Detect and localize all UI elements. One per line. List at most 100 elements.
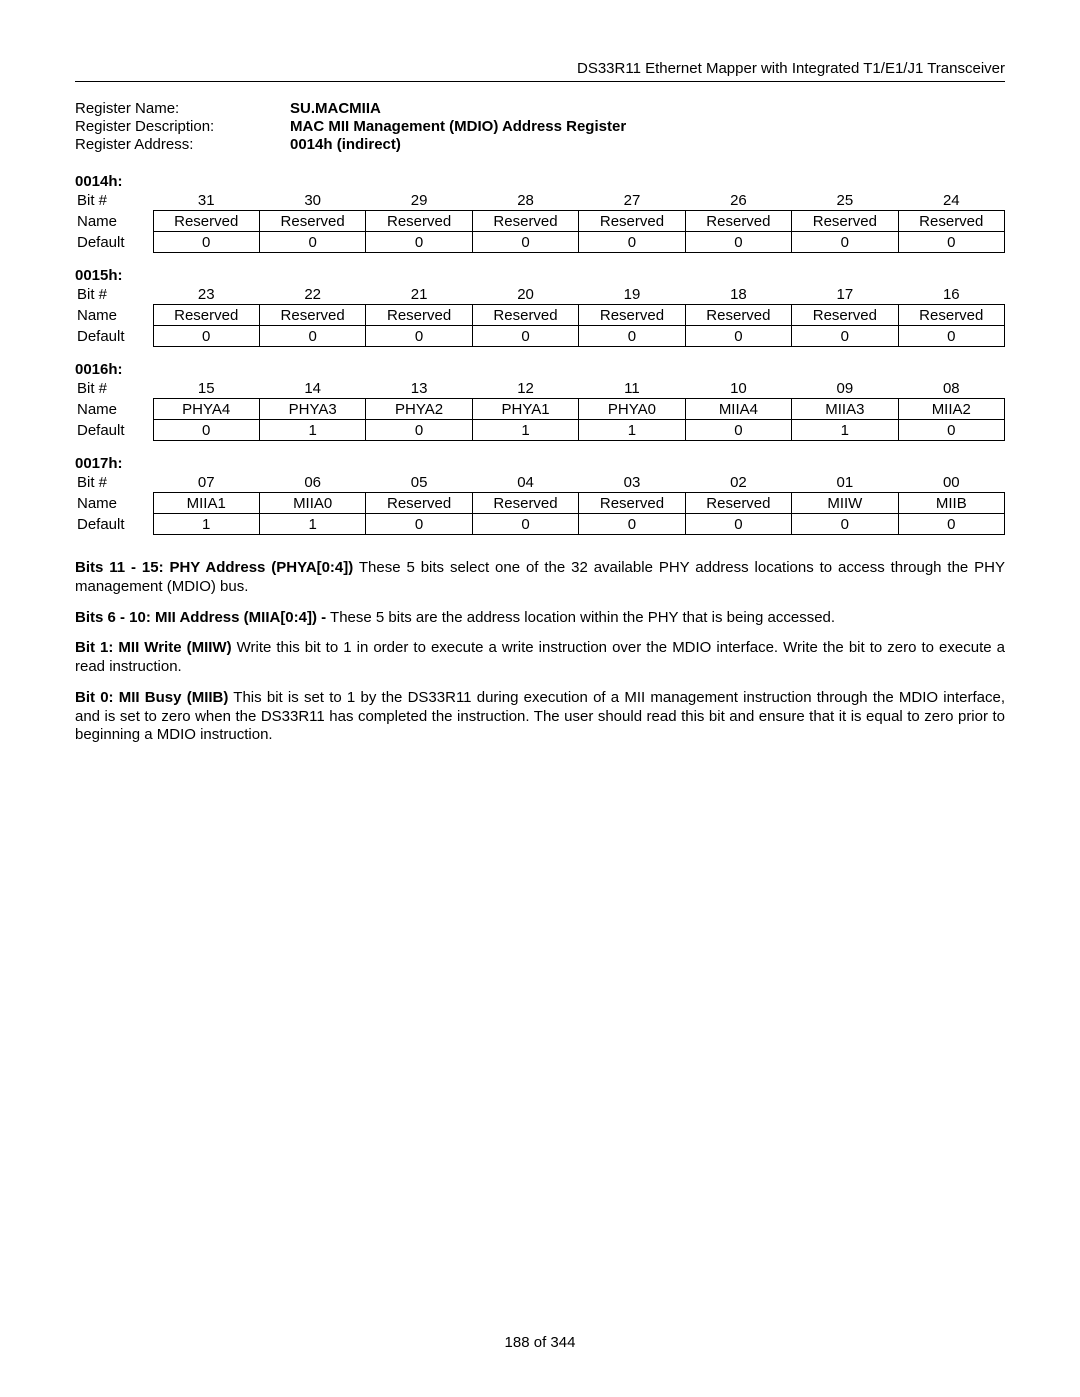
bit-number-cell: 15 [153,378,259,399]
bit-default-cell: 1 [153,514,259,535]
bit-default-cell: 0 [153,420,259,441]
table-row-label: Name [75,211,153,232]
bit-description-paragraph: Bits 11 - 15: PHY Address (PHYA[0:4]) Th… [75,559,1005,597]
bit-table: Bit #2322212019181716NameReservedReserve… [75,284,1005,347]
bit-name-cell: Reserved [259,305,365,326]
bit-tables-container: 0014h:Bit #3130292827262524NameReservedR… [75,173,1005,535]
bit-name-cell: Reserved [366,211,472,232]
page-number: 188 of 344 [0,1334,1080,1351]
bit-description-paragraph: Bit 1: MII Write (MIIW) Write this bit t… [75,639,1005,677]
bit-number-cell: 03 [579,472,685,493]
bit-number-cell: 19 [579,284,685,305]
bit-name-cell: Reserved [579,211,685,232]
byte-address-label: 0014h: [75,173,1005,190]
byte-block: 0014h:Bit #3130292827262524NameReservedR… [75,173,1005,253]
table-row-label: Default [75,232,153,253]
bit-default-cell: 0 [898,420,1004,441]
bit-name-cell: Reserved [685,305,791,326]
bit-description-paragraph: Bits 6 - 10: MII Address (MIIA[0:4]) - T… [75,609,1005,628]
byte-block: 0017h:Bit #0706050403020100NameMIIA1MIIA… [75,455,1005,535]
bit-number-cell: 12 [472,378,578,399]
table-row-label: Default [75,326,153,347]
bit-name-cell: Reserved [685,211,791,232]
bit-name-cell: PHYA1 [472,399,578,420]
bit-default-cell: 1 [472,420,578,441]
byte-address-label: 0016h: [75,361,1005,378]
bit-number-cell: 31 [153,190,259,211]
bit-name-cell: PHYA0 [579,399,685,420]
register-desc-label: Register Description: [75,118,290,135]
bit-name-cell: MIIW [792,493,898,514]
bit-number-cell: 17 [792,284,898,305]
bit-name-cell: MIIB [898,493,1004,514]
table-row-label: Default [75,514,153,535]
bit-name-cell: Reserved [792,305,898,326]
bit-default-cell: 0 [366,326,472,347]
bit-default-cell: 0 [685,232,791,253]
bit-name-cell: Reserved [898,211,1004,232]
bit-number-cell: 24 [898,190,1004,211]
bit-name-cell: Reserved [898,305,1004,326]
bit-name-cell: MIIA3 [792,399,898,420]
table-row-label: Bit # [75,378,153,399]
bit-default-cell: 1 [259,514,365,535]
bit-description-paragraph: Bit 0: MII Busy (MIIB) This bit is set t… [75,689,1005,745]
bit-number-cell: 25 [792,190,898,211]
bit-name-cell: MIIA2 [898,399,1004,420]
bit-number-cell: 01 [792,472,898,493]
bit-default-cell: 1 [259,420,365,441]
description-lead: Bits 6 - 10: MII Address (MIIA[0:4]) - [75,609,326,626]
byte-block: 0015h:Bit #2322212019181716NameReservedR… [75,267,1005,347]
bit-name-cell: Reserved [579,305,685,326]
bit-default-cell: 0 [579,326,685,347]
bit-default-cell: 0 [259,326,365,347]
bit-default-cell: 1 [579,420,685,441]
table-row-label: Default [75,420,153,441]
bit-name-cell: Reserved [153,305,259,326]
bit-name-cell: Reserved [366,305,472,326]
bit-number-cell: 21 [366,284,472,305]
bit-descriptions: Bits 11 - 15: PHY Address (PHYA[0:4]) Th… [75,559,1005,745]
bit-number-cell: 10 [685,378,791,399]
bit-table: Bit #0706050403020100NameMIIA1MIIA0Reser… [75,472,1005,535]
bit-default-cell: 0 [472,514,578,535]
bit-number-cell: 16 [898,284,1004,305]
bit-name-cell: Reserved [579,493,685,514]
bit-default-cell: 0 [472,232,578,253]
bit-name-cell: Reserved [685,493,791,514]
bit-name-cell: MIIA4 [685,399,791,420]
bit-default-cell: 0 [366,420,472,441]
bit-default-cell: 0 [259,232,365,253]
table-row-label: Name [75,493,153,514]
table-row-label: Bit # [75,284,153,305]
description-body: These 5 bits are the address location wi… [326,609,835,626]
bit-number-cell: 05 [366,472,472,493]
bit-name-cell: PHYA3 [259,399,365,420]
bit-number-cell: 04 [472,472,578,493]
register-name-label: Register Name: [75,100,290,117]
table-row-label: Bit # [75,190,153,211]
bit-default-cell: 0 [153,232,259,253]
bit-number-cell: 14 [259,378,365,399]
document-header: DS33R11 Ethernet Mapper with Integrated … [75,60,1005,82]
byte-block: 0016h:Bit #1514131211100908NamePHYA4PHYA… [75,361,1005,441]
bit-number-cell: 11 [579,378,685,399]
header-title: DS33R11 Ethernet Mapper with Integrated … [577,60,1005,77]
bit-name-cell: PHYA4 [153,399,259,420]
bit-default-cell: 0 [792,232,898,253]
register-name-value: SU.MACMIIA [290,100,1005,117]
bit-default-cell: 0 [898,232,1004,253]
byte-address-label: 0015h: [75,267,1005,284]
register-addr-value: 0014h (indirect) [290,136,1005,153]
description-lead: Bits 11 - 15: PHY Address (PHYA[0:4]) [75,559,353,576]
bit-default-cell: 0 [366,514,472,535]
bit-name-cell: Reserved [259,211,365,232]
bit-table: Bit #3130292827262524NameReservedReserve… [75,190,1005,253]
bit-number-cell: 18 [685,284,791,305]
register-desc-value: MAC MII Management (MDIO) Address Regist… [290,118,1005,135]
bit-default-cell: 0 [153,326,259,347]
bit-number-cell: 02 [685,472,791,493]
bit-name-cell: Reserved [792,211,898,232]
bit-name-cell: Reserved [153,211,259,232]
register-addr-label: Register Address: [75,136,290,153]
